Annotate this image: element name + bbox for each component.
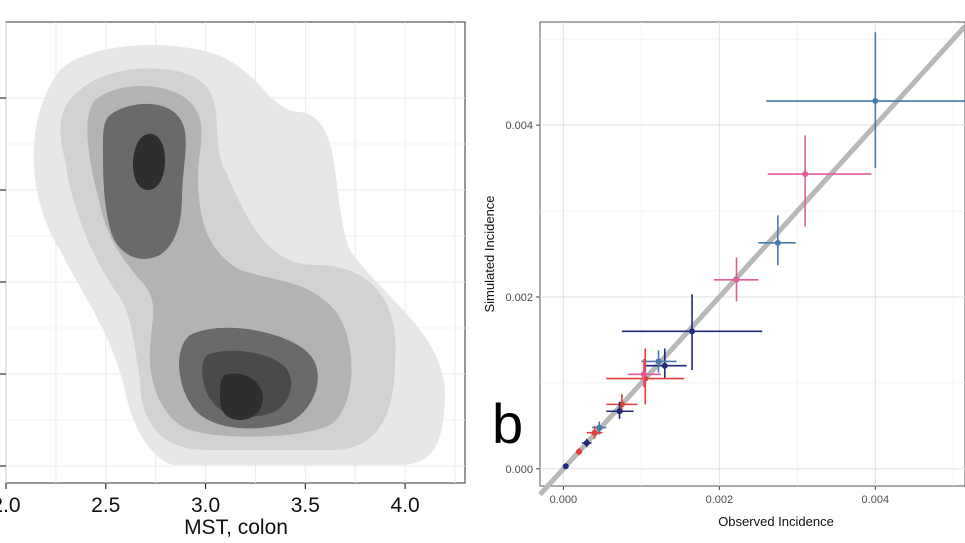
left-x-tick-label: 3.5 — [291, 494, 320, 517]
data-point — [640, 371, 647, 378]
left-x-tick-label: 2.0 — [0, 494, 21, 517]
right-x-axis-title: Observed Incidence — [718, 514, 834, 529]
incidence-point-group — [562, 463, 569, 470]
data-point — [616, 408, 623, 415]
right-y-axis-title: Simulated Incidence — [482, 195, 497, 312]
incidence-point-group — [767, 135, 872, 227]
right-axis-ticks: 0.000 0.002 0.004 0.000 0.002 0.004 — [505, 120, 889, 506]
incidence-point-group — [758, 215, 796, 266]
data-point — [802, 171, 809, 178]
data-point — [583, 440, 590, 447]
right-plot-frame — [539, 21, 965, 487]
left-x-tick-label: 3.0 — [191, 494, 220, 517]
right-x-tick-label: 0.004 — [862, 494, 890, 506]
right-panel: 0.000 0.002 0.004 0.000 0.002 0.004 Observed … — [482, 21, 965, 529]
left-x-tick-label: 2.5 — [91, 494, 120, 517]
right-y-tick-label: 0.004 — [505, 120, 533, 132]
left-x-tick-label: 4.0 — [391, 494, 420, 517]
incidence-point-group — [606, 394, 638, 413]
right-y-tick-label: 0.000 — [505, 464, 533, 476]
incidence-point-group — [582, 438, 592, 448]
data-point — [562, 463, 569, 470]
incidence-point-group — [641, 350, 677, 373]
right-x-tick-label: 0.000 — [550, 494, 578, 506]
density-core-lower — [220, 373, 263, 420]
left-axis-ticks: 2.0 2.5 3.0 3.5 4.0 — [0, 97, 420, 517]
data-point — [575, 448, 582, 455]
right-y-tick-label: 0.002 — [505, 292, 533, 304]
data-point — [689, 328, 696, 335]
incidence-points — [562, 32, 965, 470]
density-contours — [33, 45, 445, 466]
data-point — [618, 401, 625, 408]
data-point — [655, 358, 662, 365]
right-gridlines — [540, 22, 965, 486]
data-point — [591, 429, 598, 436]
data-point — [733, 276, 740, 283]
left-x-axis-title: MST, colon — [184, 516, 288, 539]
incidence-point-group — [575, 448, 583, 456]
incidence-point-group — [586, 425, 603, 439]
left-panel: 2.0 2.5 3.0 3.5 4.0 MST, colon — [0, 21, 466, 539]
incidence-point-group — [645, 348, 687, 379]
right-x-tick-label: 0.002 — [706, 494, 734, 506]
incidence-point-group — [713, 257, 759, 302]
data-point — [774, 239, 781, 246]
incidence-point-group — [621, 294, 763, 370]
incidence-point-group — [606, 401, 634, 419]
incidence-point-group — [766, 32, 965, 169]
panel-label-b: b — [492, 392, 523, 455]
data-point — [661, 362, 668, 369]
density-core-upper — [133, 133, 165, 190]
identity-reference-line — [538, 24, 965, 497]
data-point — [596, 424, 603, 431]
incidence-point-group — [628, 358, 661, 388]
data-point — [872, 98, 879, 105]
